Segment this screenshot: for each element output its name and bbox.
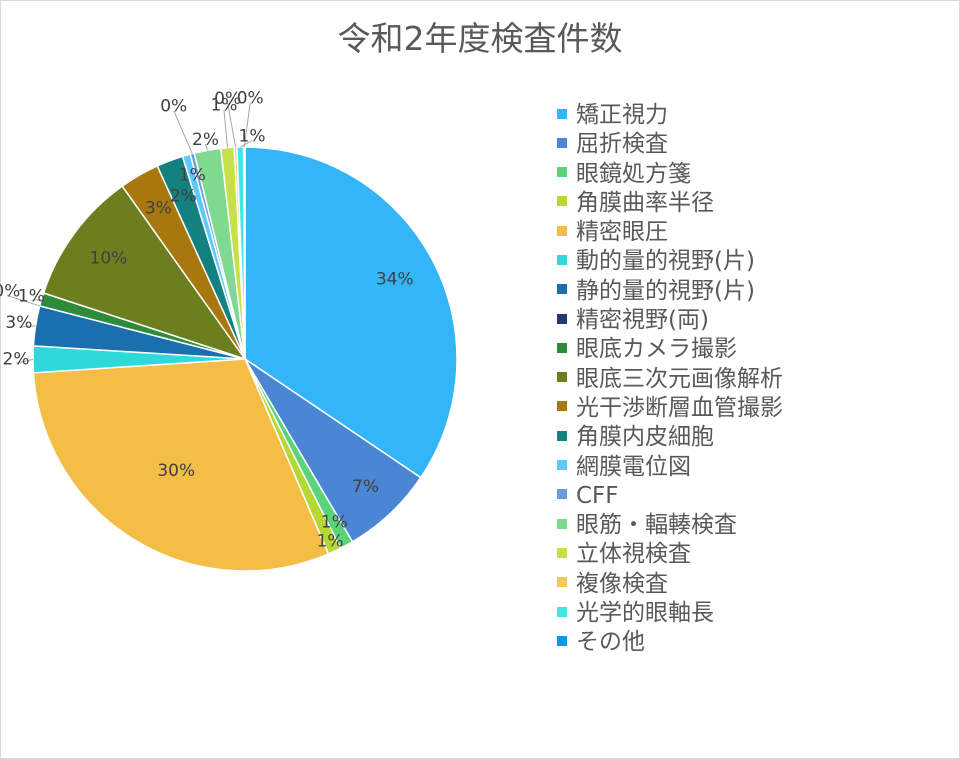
data-label: 30% bbox=[157, 461, 195, 481]
legend-item: 矯正視力 bbox=[557, 101, 783, 130]
legend-item: 角膜内皮細胞 bbox=[557, 423, 783, 452]
legend-label: 眼鏡処方箋 bbox=[576, 160, 691, 187]
legend-label: 精密眼圧 bbox=[576, 219, 668, 246]
legend-label: 屈折検査 bbox=[576, 131, 668, 158]
leader-line bbox=[15, 358, 34, 364]
legend-label: 複像検査 bbox=[576, 570, 668, 597]
legend-label: 角膜内皮細胞 bbox=[576, 424, 714, 451]
legend-swatch bbox=[557, 108, 567, 119]
data-label: 0% bbox=[237, 89, 264, 109]
legend-item: 眼底三次元画像解析 bbox=[557, 365, 783, 394]
legend-item: 角膜曲率半径 bbox=[557, 189, 783, 218]
leader-line bbox=[223, 109, 228, 148]
legend: 矯正視力屈折検査 眼鏡処方箋 角膜曲率半径 精密眼圧 動的量的視野(片) 静的量的視野(片… bbox=[557, 101, 783, 658]
legend-item: 立体視検査 bbox=[557, 540, 783, 569]
legend-label: 網膜電位図 bbox=[576, 453, 691, 480]
legend-label: 光干渉断層血管撮影 bbox=[576, 394, 783, 421]
legend-item: 光学的眼軸長 bbox=[557, 599, 783, 628]
pie-slice bbox=[32, 358, 330, 572]
legend-swatch bbox=[557, 401, 567, 412]
chart-title: 令和2年度検査件数 bbox=[337, 19, 623, 58]
pie-slice bbox=[42, 185, 247, 361]
legend-label: 静的量的視野(片) bbox=[576, 277, 755, 304]
legend-swatch bbox=[557, 137, 567, 148]
data-label: 3% bbox=[5, 313, 32, 333]
legend-swatch bbox=[557, 372, 567, 383]
leader-line bbox=[243, 102, 251, 148]
legend-swatch bbox=[557, 254, 567, 265]
legend-swatch bbox=[557, 577, 567, 588]
leader-line bbox=[173, 110, 193, 154]
legend-label: CFF bbox=[576, 482, 619, 509]
legend-label: 角膜曲率半径 bbox=[576, 189, 714, 216]
legend-swatch bbox=[557, 167, 567, 178]
legend-item: CFF bbox=[557, 482, 783, 511]
leader-line bbox=[6, 294, 40, 307]
legend-swatch bbox=[557, 518, 567, 529]
legend-item: 複像検査 bbox=[557, 570, 783, 599]
legend-label: 動的量的視野(片) bbox=[576, 248, 755, 275]
legend-label: 精密視野(両) bbox=[576, 307, 709, 334]
data-label: 0% bbox=[214, 89, 241, 109]
legend-label: 眼筋・輻輳検査 bbox=[576, 512, 737, 539]
leader-line bbox=[205, 143, 208, 151]
legend-swatch bbox=[557, 225, 567, 236]
legend-swatch bbox=[557, 460, 567, 471]
legend-swatch bbox=[557, 606, 567, 617]
legend-swatch bbox=[557, 547, 567, 558]
leader-line bbox=[227, 102, 237, 148]
data-label: 2% bbox=[170, 186, 197, 206]
legend-label: 眼底カメラ撮影 bbox=[576, 336, 737, 363]
legend-swatch bbox=[557, 196, 567, 207]
legend-item: 眼底カメラ撮影 bbox=[557, 335, 783, 364]
data-label: 1% bbox=[210, 95, 237, 115]
leader-line bbox=[240, 140, 253, 148]
legend-swatch bbox=[557, 342, 567, 353]
data-label: 2% bbox=[3, 349, 30, 369]
data-label: 34% bbox=[376, 269, 414, 289]
legend-item: 静的量的視野(片) bbox=[557, 277, 783, 306]
data-label: 0% bbox=[160, 97, 187, 117]
data-label: 10% bbox=[90, 248, 128, 268]
data-label: 0% bbox=[0, 281, 20, 301]
leader-line bbox=[31, 298, 42, 301]
legend-item: 精密眼圧 bbox=[557, 218, 783, 247]
data-label: 1% bbox=[317, 532, 344, 552]
legend-swatch bbox=[557, 313, 567, 324]
legend-swatch bbox=[557, 284, 567, 295]
legend-swatch bbox=[557, 430, 567, 441]
leader-line bbox=[18, 325, 36, 328]
legend-item: その他 bbox=[557, 628, 783, 657]
data-label: 2% bbox=[192, 130, 219, 150]
data-label: 1% bbox=[18, 286, 45, 306]
legend-label: 矯正視力 bbox=[576, 102, 668, 128]
legend-item: 光干渉断層血管撮影 bbox=[557, 394, 783, 423]
legend-item: 精密視野(両) bbox=[557, 306, 783, 335]
data-label: 3% bbox=[145, 198, 172, 218]
legend-swatch bbox=[557, 635, 567, 646]
data-label: 7% bbox=[352, 477, 379, 497]
data-label: 1% bbox=[239, 126, 266, 146]
legend-item: 網膜電位図 bbox=[557, 453, 783, 482]
legend-label: その他 bbox=[576, 629, 645, 656]
legend-swatch bbox=[557, 489, 567, 500]
legend-item: 屈折検査 bbox=[557, 130, 783, 159]
legend-label: 立体視検査 bbox=[576, 541, 691, 568]
legend-item: 眼筋・輻輳検査 bbox=[557, 511, 783, 540]
legend-item: 眼鏡処方箋 bbox=[557, 160, 783, 189]
data-label: 1% bbox=[179, 166, 206, 186]
legend-label: 光学的眼軸長 bbox=[576, 600, 714, 627]
data-label: 1% bbox=[321, 513, 348, 533]
legend-item: 動的量的視野(片) bbox=[557, 247, 783, 276]
pie-slice bbox=[244, 146, 458, 479]
legend-label: 眼底三次元画像解析 bbox=[576, 365, 783, 392]
